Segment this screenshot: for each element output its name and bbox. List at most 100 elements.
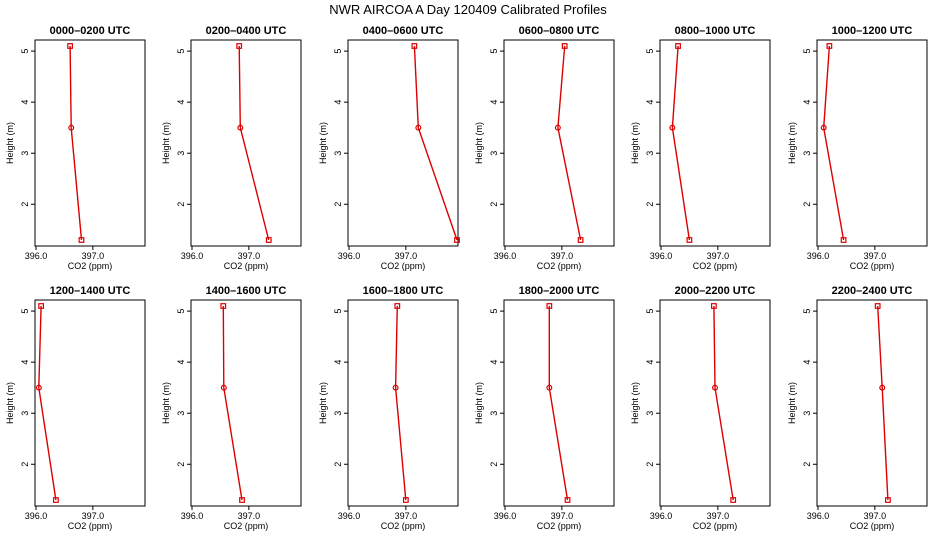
profile-line bbox=[38, 305, 57, 501]
y-tick-label: 5 bbox=[489, 309, 499, 314]
data-point bbox=[265, 237, 272, 243]
profile-panel-10: 1800–2000 UTC 396.0 397.0 2 3 4 5 CO2 (ppm) Heig… bbox=[474, 285, 615, 531]
data-point bbox=[826, 43, 833, 49]
profile-line bbox=[394, 305, 407, 501]
profile-line bbox=[713, 305, 734, 501]
y-tick-label: 4 bbox=[20, 100, 30, 105]
y-tick-label: 2 bbox=[802, 202, 812, 207]
y-tick-label: 3 bbox=[20, 151, 30, 156]
x-tick-label: 397.0 bbox=[238, 251, 261, 261]
plot-frame bbox=[34, 39, 146, 247]
profile-line bbox=[671, 45, 691, 241]
y-tick-label: 4 bbox=[645, 360, 655, 365]
y-tick-label: 2 bbox=[20, 462, 30, 467]
plot-frame bbox=[347, 39, 459, 247]
data-point bbox=[577, 237, 584, 243]
profile-panel-5: 0800–1000 UTC 396.0 397.0 2 3 4 5 CO2 (ppm) Heig… bbox=[630, 25, 771, 271]
y-axis-label: Height (m) bbox=[630, 382, 640, 424]
y-axis-label: Height (m) bbox=[474, 382, 484, 424]
x-tick-label: 396.0 bbox=[25, 251, 48, 261]
y-tick-label: 5 bbox=[176, 49, 186, 54]
data-point bbox=[38, 303, 45, 309]
y-tick-label: 5 bbox=[20, 49, 30, 54]
profile-line bbox=[69, 45, 83, 241]
x-tick-label: 397.0 bbox=[395, 511, 418, 521]
panel-title: 1800–2000 UTC bbox=[519, 285, 600, 297]
x-axis-label: CO2 (ppm) bbox=[68, 521, 113, 531]
y-tick-label: 3 bbox=[333, 411, 343, 416]
x-tick-label: 396.0 bbox=[650, 251, 673, 261]
profile-panel-9: 1600–1800 UTC 396.0 397.0 2 3 4 5 CO2 (ppm) Heig… bbox=[318, 285, 459, 531]
x-tick-label: 397.0 bbox=[707, 251, 730, 261]
data-point bbox=[879, 384, 886, 391]
x-axis-label: CO2 (ppm) bbox=[693, 521, 738, 531]
x-tick-label: 396.0 bbox=[650, 511, 673, 521]
y-tick-label: 4 bbox=[645, 100, 655, 105]
data-point bbox=[415, 124, 422, 131]
data-point bbox=[237, 124, 244, 131]
data-point bbox=[67, 43, 74, 49]
y-tick-label: 4 bbox=[20, 360, 30, 365]
panel-title: 2000–2200 UTC bbox=[675, 285, 756, 297]
y-tick-label: 5 bbox=[802, 309, 812, 314]
panel-title: 0200–0400 UTC bbox=[206, 25, 287, 37]
y-tick-label: 5 bbox=[176, 309, 186, 314]
profile-line bbox=[413, 45, 458, 241]
y-axis-label: Height (m) bbox=[318, 122, 328, 164]
y-tick-label: 3 bbox=[645, 411, 655, 416]
panel-title: 0400–0600 UTC bbox=[363, 25, 444, 37]
data-point bbox=[402, 497, 409, 503]
y-tick-label: 3 bbox=[802, 151, 812, 156]
y-tick-label: 2 bbox=[333, 462, 343, 467]
y-tick-label: 5 bbox=[20, 309, 30, 314]
y-tick-label: 3 bbox=[645, 151, 655, 156]
x-tick-label: 396.0 bbox=[494, 251, 517, 261]
plot-frame bbox=[659, 39, 771, 247]
x-axis-label: CO2 (ppm) bbox=[381, 261, 426, 271]
y-tick-label: 5 bbox=[802, 49, 812, 54]
x-tick-label: 396.0 bbox=[807, 511, 830, 521]
data-point bbox=[669, 124, 676, 131]
y-tick-label: 3 bbox=[20, 411, 30, 416]
x-tick-label: 397.0 bbox=[864, 251, 887, 261]
y-tick-label: 4 bbox=[489, 360, 499, 365]
data-point bbox=[840, 237, 847, 243]
y-axis-label: Height (m) bbox=[474, 122, 484, 164]
x-tick-label: 396.0 bbox=[338, 511, 361, 521]
y-tick-label: 5 bbox=[645, 49, 655, 54]
y-tick-label: 2 bbox=[645, 462, 655, 467]
y-tick-label: 2 bbox=[489, 202, 499, 207]
data-point bbox=[78, 237, 85, 243]
y-tick-label: 2 bbox=[645, 202, 655, 207]
data-point bbox=[546, 303, 553, 309]
panels: 0000–0200 UTC 396.0 397.0 2 3 4 5 CO2 (ppm) Heig… bbox=[5, 25, 928, 531]
y-tick-label: 4 bbox=[176, 360, 186, 365]
y-tick-label: 4 bbox=[176, 100, 186, 105]
data-point bbox=[52, 497, 59, 503]
x-tick-label: 396.0 bbox=[181, 251, 204, 261]
profile-panel-11: 2000–2200 UTC 396.0 397.0 2 3 4 5 CO2 (ppm) Heig… bbox=[630, 285, 771, 531]
x-tick-label: 397.0 bbox=[551, 511, 574, 521]
x-axis-label: CO2 (ppm) bbox=[537, 261, 582, 271]
profile-line bbox=[557, 45, 582, 241]
data-point bbox=[710, 303, 717, 309]
panel-title: 1600–1800 UTC bbox=[363, 285, 444, 297]
y-tick-label: 2 bbox=[176, 202, 186, 207]
data-point bbox=[411, 43, 418, 49]
panel-title: 0000–0200 UTC bbox=[50, 25, 131, 37]
y-tick-label: 5 bbox=[333, 49, 343, 54]
data-point bbox=[68, 124, 75, 131]
data-point bbox=[392, 384, 399, 391]
x-axis-label: CO2 (ppm) bbox=[381, 521, 426, 531]
y-tick-label: 3 bbox=[176, 411, 186, 416]
x-axis-label: CO2 (ppm) bbox=[850, 261, 895, 271]
profile-panel-4: 0600–0800 UTC 396.0 397.0 2 3 4 5 CO2 (ppm) Heig… bbox=[474, 25, 615, 271]
plot-frame bbox=[190, 39, 302, 247]
y-tick-label: 4 bbox=[333, 100, 343, 105]
data-point bbox=[730, 497, 737, 503]
data-point bbox=[564, 497, 571, 503]
profile-panel-1: 0000–0200 UTC 396.0 397.0 2 3 4 5 CO2 (ppm) Heig… bbox=[5, 25, 146, 271]
x-tick-label: 397.0 bbox=[238, 511, 261, 521]
x-tick-label: 397.0 bbox=[82, 251, 105, 261]
